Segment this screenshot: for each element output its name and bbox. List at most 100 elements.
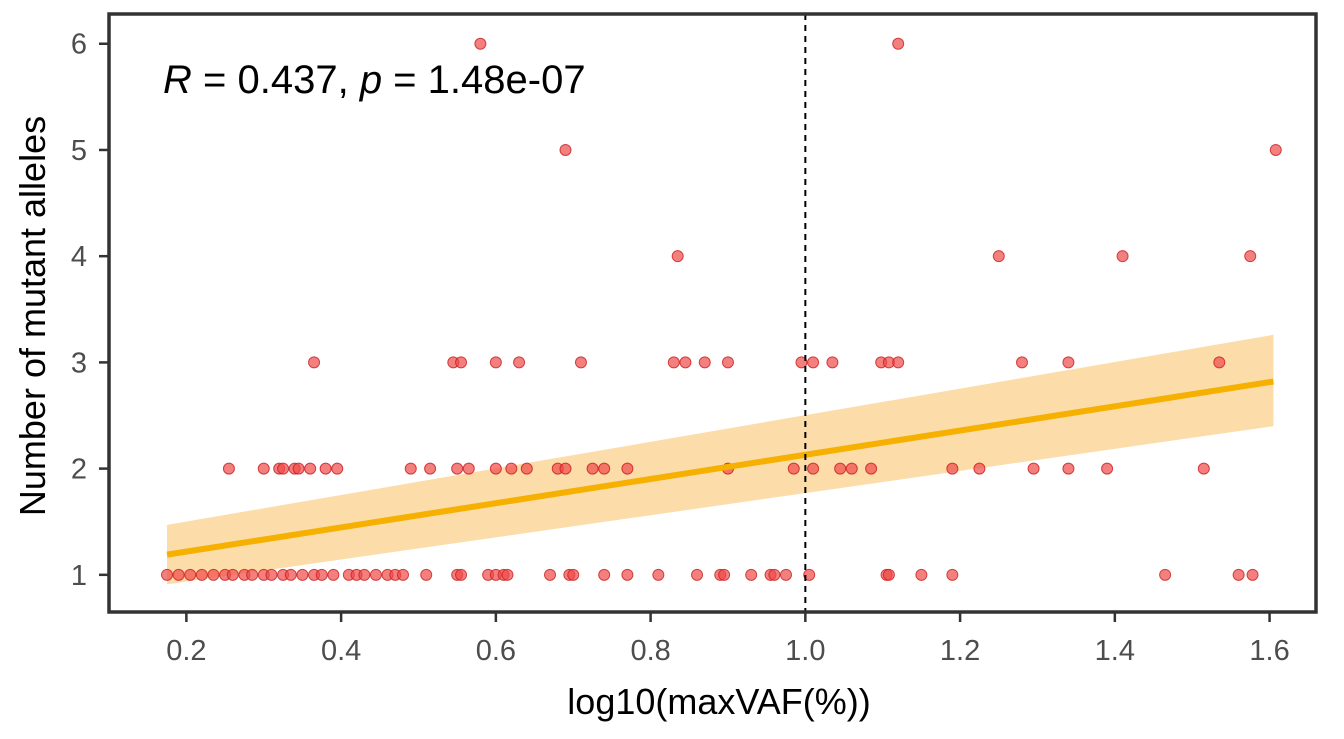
data-point xyxy=(598,462,611,475)
data-point xyxy=(795,356,808,369)
data-point xyxy=(292,462,305,475)
data-point xyxy=(973,462,986,475)
data-point xyxy=(718,568,731,581)
data-point xyxy=(369,568,382,581)
x-tick-label: 1.4 xyxy=(1095,635,1135,667)
data-point xyxy=(845,462,858,475)
y-axis-ticks: 1 2 3 4 5 6 xyxy=(71,29,109,592)
data-point xyxy=(226,568,239,581)
x-tick-label: 1.6 xyxy=(1249,635,1289,667)
data-point xyxy=(768,568,781,581)
regression-line xyxy=(166,378,1274,558)
data-point xyxy=(327,568,340,581)
data-point xyxy=(721,356,734,369)
data-point xyxy=(745,568,758,581)
data-point xyxy=(787,462,800,475)
data-point xyxy=(574,356,587,369)
data-point xyxy=(257,462,270,475)
data-point xyxy=(946,568,959,581)
x-tick-label: 0.2 xyxy=(166,635,206,667)
data-point xyxy=(520,462,533,475)
data-point xyxy=(505,462,518,475)
data-point xyxy=(1062,356,1075,369)
data-point xyxy=(621,462,634,475)
data-point xyxy=(246,568,259,581)
data-point xyxy=(691,568,704,581)
y-tick-label: 4 xyxy=(71,241,87,273)
data-point xyxy=(358,568,371,581)
plot-frame xyxy=(107,12,1318,614)
data-point xyxy=(184,568,197,581)
data-point xyxy=(803,568,816,581)
y-axis-title: Number of mutant alleles xyxy=(12,116,53,516)
data-point xyxy=(544,568,557,581)
y-tick-label: 3 xyxy=(71,347,87,379)
data-point xyxy=(652,568,665,581)
r-label: R xyxy=(163,58,192,102)
y-tick-label: 1 xyxy=(71,560,87,592)
x-axis-ticks: 0.2 0.4 0.6 0.8 1.0 1.2 1.4 1.6 xyxy=(166,612,1290,667)
x-tick-label: 0.8 xyxy=(630,635,670,667)
data-point xyxy=(598,568,611,581)
data-point xyxy=(161,568,174,581)
data-point xyxy=(892,37,905,50)
data-point xyxy=(671,250,684,263)
data-point xyxy=(195,568,208,581)
data-point xyxy=(834,462,847,475)
data-point xyxy=(277,462,290,475)
data-point xyxy=(489,462,502,475)
data-point xyxy=(559,143,572,156)
data-point xyxy=(424,462,437,475)
data-point xyxy=(1269,143,1282,156)
data-point xyxy=(462,462,475,475)
x-axis-title: log10(maxVAF(%)) xyxy=(567,681,870,722)
y-tick-label: 2 xyxy=(71,454,87,486)
data-point xyxy=(308,356,321,369)
data-point xyxy=(513,356,526,369)
x-tick-label: 1.2 xyxy=(940,635,980,667)
data-point xyxy=(489,356,502,369)
data-point xyxy=(559,462,572,475)
data-point xyxy=(1116,250,1129,263)
r-value: = 0.437, xyxy=(192,58,360,102)
data-point xyxy=(780,568,793,581)
data-point xyxy=(698,356,711,369)
data-point xyxy=(404,462,417,475)
data-point xyxy=(284,568,297,581)
data-point xyxy=(1246,568,1259,581)
data-point xyxy=(586,462,599,475)
data-point xyxy=(1015,356,1028,369)
data-point xyxy=(319,462,332,475)
data-point xyxy=(1062,462,1075,475)
data-point xyxy=(331,462,344,475)
data-point xyxy=(420,568,433,581)
p-label: p xyxy=(359,58,382,102)
p-value: = 1.48e-07 xyxy=(382,58,586,102)
data-point xyxy=(397,568,410,581)
data-point xyxy=(1197,462,1210,475)
data-point xyxy=(315,568,328,581)
data-point xyxy=(1244,250,1257,263)
data-point xyxy=(1232,568,1245,581)
data-point xyxy=(567,568,580,581)
data-point xyxy=(455,356,468,369)
data-point xyxy=(304,462,317,475)
data-point xyxy=(265,568,278,581)
confidence-band-layer xyxy=(167,334,1274,585)
data-point xyxy=(882,568,895,581)
data-points-layer xyxy=(161,37,1282,581)
data-point xyxy=(296,568,309,581)
data-point xyxy=(1027,462,1040,475)
x-tick-label: 0.4 xyxy=(321,635,361,667)
data-point xyxy=(667,356,680,369)
data-point xyxy=(222,462,235,475)
y-tick-label: 5 xyxy=(71,135,87,167)
data-point xyxy=(892,356,905,369)
x-tick-label: 1.0 xyxy=(785,635,825,667)
data-point xyxy=(915,568,928,581)
data-point xyxy=(621,568,634,581)
data-point xyxy=(807,356,820,369)
data-point xyxy=(207,568,220,581)
data-point xyxy=(1213,356,1226,369)
